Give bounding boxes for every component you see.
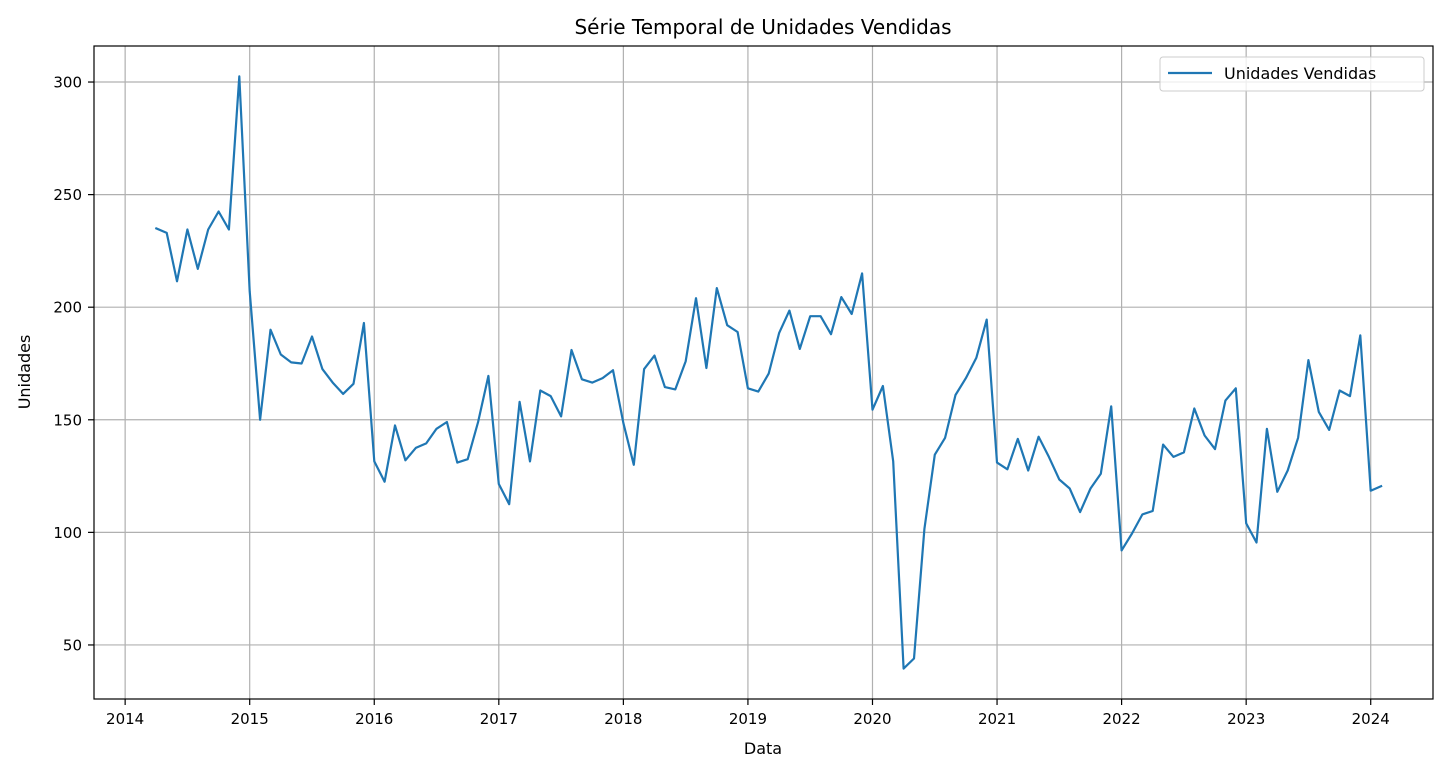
y-tick-label: 50: [63, 636, 82, 654]
x-tick-label: 2016: [355, 710, 393, 728]
y-axis-title: Unidades: [15, 335, 34, 410]
legend-label: Unidades Vendidas: [1224, 64, 1376, 83]
x-tick-label: 2024: [1352, 710, 1390, 728]
legend-box: [1159, 56, 1425, 92]
legend: Unidades Vendidas: [1159, 56, 1425, 92]
plot-frame: [93, 45, 1434, 700]
x-tick-label: 2021: [978, 710, 1016, 728]
x-tick-label: 2022: [1103, 710, 1141, 728]
series-lines: [154, 75, 1383, 670]
x-axis-title: Data: [744, 739, 782, 758]
y-tick-label: 200: [53, 299, 82, 317]
x-tick-label: 2017: [480, 710, 518, 728]
x-tick-label: 2018: [604, 710, 642, 728]
x-tick-label: 2014: [106, 710, 144, 728]
y-tick-label: 100: [53, 524, 82, 542]
grid-lines: [94, 46, 1433, 699]
axis-ticks: 2014 2015 2016 2017 2018 2019 2020 2021 2022 2023…: [53, 74, 1389, 728]
x-tick-label: 2023: [1227, 710, 1265, 728]
x-tick-label: 2019: [729, 710, 767, 728]
x-tick-label: 2020: [853, 710, 891, 728]
chart-title: Série Temporal de Unidades Vendidas: [574, 15, 951, 39]
series-line: [154, 75, 1383, 670]
y-tick-label: 300: [53, 74, 82, 92]
x-tick-label: 2015: [231, 710, 269, 728]
y-tick-label: 150: [53, 411, 82, 429]
y-tick-label: 250: [53, 186, 82, 204]
